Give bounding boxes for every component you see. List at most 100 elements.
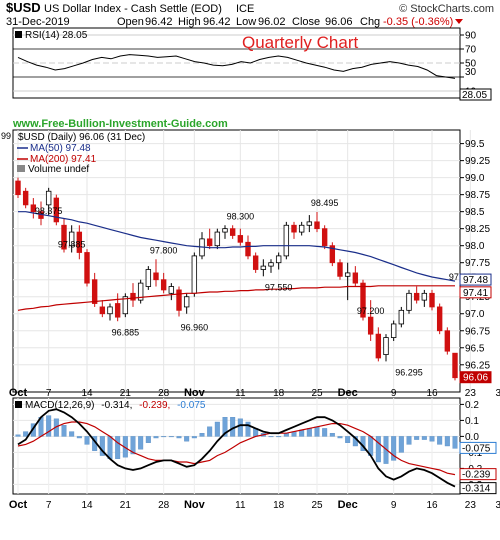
macd-histogram-bar	[130, 436, 136, 455]
down-arrow-icon	[455, 19, 463, 24]
macd-histogram-bar	[46, 415, 52, 437]
price-tick-label: 96.5	[465, 343, 485, 354]
candle-body	[360, 282, 366, 318]
macd-tick-label: 0.0	[465, 432, 479, 443]
macd-histogram-bar	[138, 436, 144, 450]
x-tick-label-bottom: 9	[391, 500, 397, 511]
macd-histogram-bar	[421, 436, 427, 440]
candle-body	[30, 204, 37, 213]
candle-body	[375, 333, 382, 359]
macd-legend-swatch	[15, 401, 22, 408]
macd-histogram-bar	[383, 436, 389, 464]
chg-value: -0.35 (-0.36%)	[383, 16, 453, 28]
macd-histogram-bar	[214, 421, 220, 437]
candle-body	[222, 228, 228, 233]
x-tick-label: 23	[465, 388, 477, 399]
x-tick-label: 30	[495, 388, 500, 399]
candle-body	[160, 279, 167, 291]
candle-body	[168, 286, 175, 294]
macd-histogram-bar	[406, 436, 412, 445]
x-tick-label-bottom: 28	[158, 500, 170, 511]
x-tick-label: 11	[235, 388, 246, 399]
candle-body	[436, 306, 443, 332]
rsi-tick-label: 70	[465, 45, 477, 56]
rsi-line	[17, 54, 456, 79]
candle-body	[383, 337, 389, 355]
signal-value: -0.239,	[139, 400, 170, 411]
x-tick-label-bottom: 14	[81, 500, 93, 511]
macd-histogram-bar	[299, 429, 305, 437]
close-value: 96.06	[325, 16, 353, 28]
macd-tick-label: 0.1	[465, 416, 479, 427]
candle-body	[429, 292, 435, 308]
macd-histogram-bar	[15, 434, 21, 437]
macd-histogram-bar	[268, 436, 274, 438]
candle-body	[291, 224, 297, 233]
candle-body	[206, 238, 213, 247]
ma50-label: MA(50) 97.48	[30, 143, 91, 154]
price-tick-label: 98.5	[465, 207, 485, 218]
x-tick-label: Nov	[184, 387, 206, 399]
candle-body	[114, 303, 121, 318]
candle-body	[91, 279, 98, 304]
macd-histogram-bar	[168, 436, 174, 438]
price-tick-label: 99.0	[465, 173, 485, 184]
macd-histogram-bar	[276, 436, 282, 438]
candle-body	[329, 245, 336, 264]
volume-legend-swatch	[17, 165, 25, 172]
candle-body	[398, 309, 405, 325]
candle-body	[45, 190, 52, 206]
price-annotation: 97.200	[357, 306, 385, 316]
candle-body	[275, 255, 282, 264]
candle-body	[390, 323, 397, 338]
candle-body	[130, 292, 136, 301]
macd-histogram-bar	[414, 436, 420, 440]
x-tick-label-bottom: Dec	[338, 499, 358, 511]
x-tick-label: 14	[81, 388, 93, 399]
macd-value: -0.314,	[101, 400, 132, 411]
rsi-last-value: 28.05	[462, 90, 487, 101]
macd-label-prefix: MACD(12,26,9)	[25, 400, 94, 411]
candle-body	[283, 224, 290, 257]
low-label: Low	[236, 16, 256, 28]
x-tick-label-bottom: 23	[465, 500, 477, 511]
candle-body	[22, 190, 29, 206]
price-last-tag-label: 97.41	[463, 288, 488, 299]
symbol-label: $USD	[6, 0, 41, 15]
signal-line	[17, 421, 456, 476]
macd-tick-label: 0.2	[465, 400, 479, 411]
macd-histogram-bar	[306, 428, 312, 437]
candle-body	[214, 231, 221, 247]
candle-body	[321, 228, 328, 247]
x-tick-label: 7	[46, 388, 52, 399]
macd-histogram-bar	[153, 436, 159, 439]
candle-body	[352, 272, 359, 284]
macd-last-tag-label: -0.239	[462, 470, 491, 481]
macd-histogram-bar	[145, 436, 151, 443]
candle-body	[344, 272, 351, 277]
low-value: 96.02	[258, 16, 286, 28]
x-tick-label-bottom: Oct	[9, 499, 28, 511]
macd-histogram-bar	[444, 436, 450, 447]
macd-label: MACD(12,26,9) -0.314, -0.239, -0.075	[25, 400, 206, 411]
high-value: 96.42	[203, 16, 231, 28]
macd-histogram-bar	[345, 436, 351, 443]
macd-last-tag-label: -0.314	[462, 484, 491, 495]
candle-body	[76, 231, 83, 253]
index-name: US Dollar Index - Cash Settle (EOD)	[44, 3, 222, 15]
price-annotation: 98.300	[227, 211, 255, 221]
macd-histogram-bar	[69, 431, 75, 437]
price-last-tag-label: 97.48	[463, 275, 488, 286]
macd-histogram-bar	[199, 433, 205, 437]
price-annotation: 98.375	[35, 206, 63, 216]
price-panel: 98.375 97.885 96.885 97.800 96.960 98.300 97.5…	[1, 118, 492, 393]
x-axis-bottom: Oct 7 14 21 28 Nov 11 18 25 Dec 9 16 23 30	[9, 499, 500, 511]
macd-histogram-bar	[107, 436, 113, 459]
rsi-panel: 9070503010 28.05 RSI(14) 28.05 Quarterly…	[12, 27, 492, 101]
macd-histogram-bar	[23, 431, 29, 437]
rsi-label: RSI(14) 28.05	[25, 30, 88, 41]
candle-body	[337, 262, 343, 277]
quarterly-chart-title: Quarterly Chart	[242, 33, 358, 52]
macd-histogram-bar	[329, 433, 335, 437]
